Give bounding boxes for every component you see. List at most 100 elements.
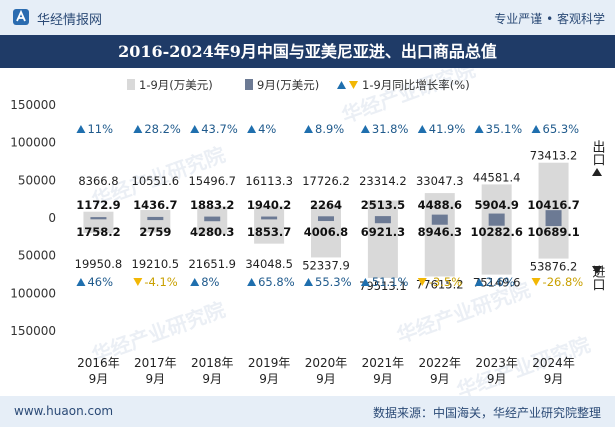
y-tick-label: 100000 [10, 136, 56, 150]
x-tick-label-month: 9月 [430, 372, 450, 386]
y-tick-label: 50000 [18, 173, 56, 187]
x-tick-label-year: 2021年 [362, 356, 405, 370]
export-side-arrow-icon [592, 168, 602, 176]
import-growth-label: -26.8% [543, 275, 584, 289]
export-monthly-label: 2264 [310, 198, 342, 212]
export-growth-label: 31.8% [372, 122, 409, 136]
growth-up-arrow-icon [247, 278, 257, 286]
x-tick-label-year: 2023年 [475, 356, 518, 370]
export-monthly-bar [545, 210, 562, 218]
export-monthly-bar [374, 216, 391, 218]
y-tick-label: 150000 [10, 98, 56, 112]
growth-up-arrow-icon [190, 278, 200, 286]
import-monthly-bar [374, 218, 391, 224]
import-growth-label: 2.6% [486, 275, 515, 289]
import-monthly-label: 1853.7 [247, 225, 291, 239]
watermark-1: 华经产业研究院 [339, 68, 479, 128]
export-monthly-bar [90, 217, 107, 218]
export-cumulative-label: 16113.3 [245, 174, 293, 188]
export-cumulative-bar [424, 193, 455, 218]
export-growth-label: 28.2% [144, 122, 181, 136]
import-cumulative-label: 79513.1 [359, 279, 407, 293]
legend-monthly-label: 9月(万美元) [257, 78, 319, 92]
export-cumulative-bar [481, 184, 512, 218]
export-monthly-bar [488, 213, 505, 218]
import-monthly-bar [204, 218, 221, 222]
import-monthly-bar [318, 218, 334, 222]
logo-text: 华经情报网 [37, 13, 103, 28]
export-cumulative-label: 23314.2 [359, 174, 407, 188]
export-cumulative-bar [538, 162, 569, 218]
x-tick-label-year: 2024年 [532, 356, 575, 370]
import-side-arrow-icon [592, 266, 602, 274]
import-cumulative-bar [254, 218, 285, 244]
import-monthly-bar [545, 218, 562, 227]
export-cumulative-label: 44581.4 [473, 170, 521, 184]
import-monthly-bar [431, 218, 448, 225]
export-monthly-label: 1940.2 [247, 198, 291, 212]
legend-monthly-swatch [245, 79, 253, 90]
import-cumulative-bar [140, 218, 171, 233]
export-monthly-bar [147, 216, 164, 218]
legend-cumulative-swatch [127, 79, 135, 90]
x-tick-label-month: 9月 [316, 372, 336, 386]
import-cumulative-bar [367, 218, 398, 278]
import-growth-label: -3.5% [429, 275, 462, 289]
growth-up-arrow-icon [247, 125, 257, 133]
import-monthly-bar [261, 218, 278, 220]
export-monthly-bar [318, 216, 334, 218]
huajing-logo-icon [13, 9, 29, 25]
x-tick-label-year: 2020年 [305, 356, 348, 370]
export-cumulative-bar [197, 206, 228, 218]
x-tick-label-year: 2016年 [77, 356, 120, 370]
import-cumulative-label: 53876.2 [530, 260, 578, 274]
growth-up-arrow-icon [304, 278, 313, 286]
import-side-label: 进口 [590, 265, 606, 291]
export-growth-label: 8.9% [315, 122, 344, 136]
website-link[interactable]: www.huaon.com [14, 404, 114, 418]
export-monthly-label: 5904.9 [474, 198, 518, 212]
export-monthly-label: 4488.6 [418, 198, 462, 212]
export-monthly-label: 2513.5 [361, 198, 405, 212]
import-monthly-label: 10282.6 [470, 225, 522, 239]
growth-up-arrow-icon [133, 125, 143, 133]
export-monthly-bar [204, 216, 221, 218]
x-tick-label-month: 9月 [373, 372, 393, 386]
export-cumulative-label: 73413.2 [530, 149, 578, 163]
growth-up-arrow-icon [531, 125, 541, 133]
import-growth-label: 8% [201, 275, 219, 289]
export-cumulative-label: 15496.7 [188, 174, 236, 188]
x-tick-label-year: 2022年 [419, 356, 462, 370]
import-monthly-bar [147, 218, 164, 221]
slogan: 专业严谨 • 客观科学 [494, 12, 605, 26]
import-monthly-label: 4006.8 [304, 225, 348, 239]
export-cumulative-label: 10551.6 [132, 174, 180, 188]
growth-down-arrow-icon [417, 278, 427, 286]
chart-title: 2016-2024年9月中国与亚美尼亚进、出口商品总值 [0, 35, 615, 68]
x-tick-label-year: 2019年 [248, 356, 291, 370]
export-cumulative-label: 17726.2 [302, 174, 350, 188]
import-monthly-label: 1758.2 [76, 225, 120, 239]
x-tick-label-year: 2018年 [191, 356, 234, 370]
growth-up-arrow-icon [76, 125, 86, 133]
import-growth-label: 46% [87, 275, 113, 289]
growth-up-arrow-icon [190, 125, 200, 133]
growth-down-arrow-icon [531, 278, 541, 286]
import-cumulative-bar [83, 218, 114, 234]
export-growth-label: 35.1% [486, 122, 523, 136]
import-cumulative-bar [311, 218, 341, 258]
export-cumulative-bar [367, 200, 398, 218]
y-tick-label: 100000 [10, 286, 56, 300]
export-monthly-label: 1172.9 [76, 198, 120, 212]
header-bar: 华经情报网 专业严谨 • 客观科学 [0, 0, 615, 35]
x-tick-label-month: 9月 [544, 372, 564, 386]
export-cumulative-bar [140, 210, 171, 218]
export-cumulative-bar [83, 211, 114, 218]
data-source: 数据来源：中国海关，华经产业研究院整理 [372, 406, 601, 420]
import-growth-label: 65.8% [258, 275, 295, 289]
x-tick-label-month: 9月 [259, 372, 279, 386]
growth-down-arrow-icon [133, 278, 143, 286]
x-tick-label-month: 9月 [146, 372, 166, 386]
legend-cumulative-label: 1-9月(万美元) [139, 78, 213, 92]
